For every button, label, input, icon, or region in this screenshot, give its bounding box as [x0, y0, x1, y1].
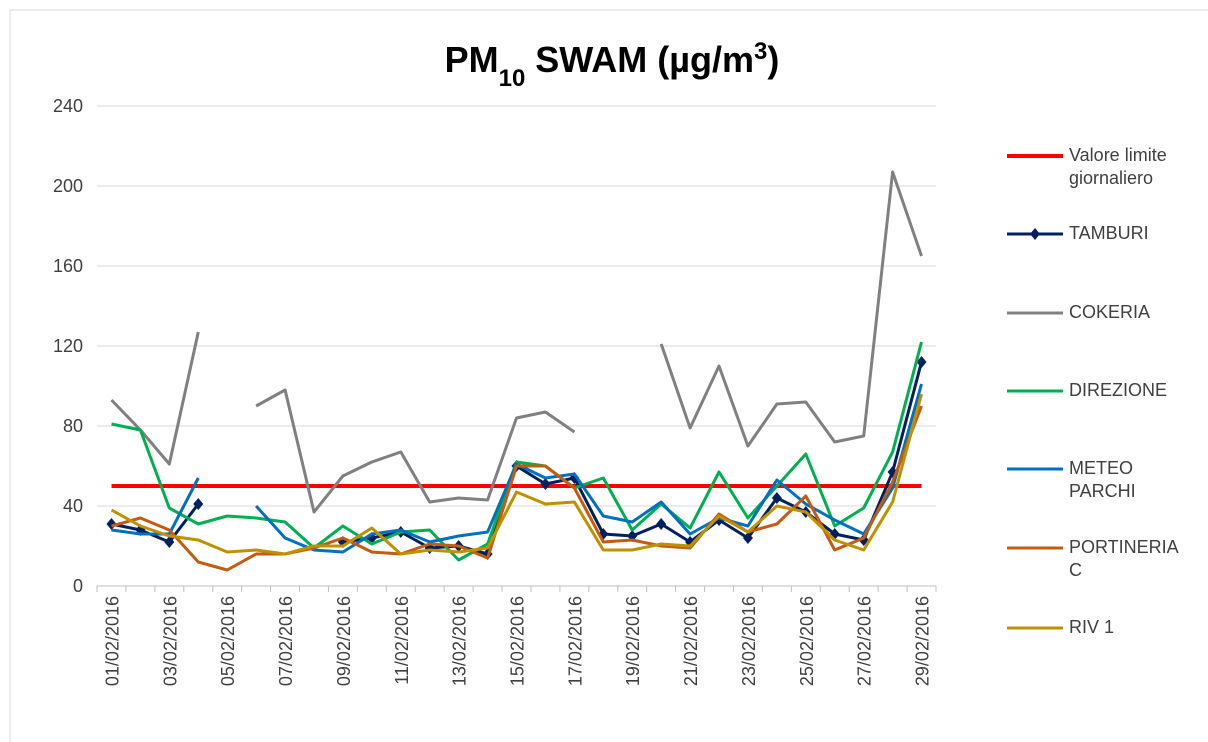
legend-label: METEO PARCHI [1069, 458, 1136, 501]
legend-swatch [1007, 546, 1063, 550]
y-tick-label: 240 [53, 96, 83, 116]
legend-swatch [1007, 311, 1063, 315]
legend-label: COKERIA [1069, 302, 1151, 322]
legend-label: RIV 1 [1069, 617, 1115, 637]
series-line [111, 405, 923, 572]
point-marker [656, 518, 667, 530]
legend-item: Valore limite giornaliero [1005, 144, 1194, 190]
point-marker [771, 492, 782, 504]
x-tick-label: 17/02/2016 [565, 596, 585, 686]
legend-item: RIV 1 [1005, 616, 1194, 639]
x-tick-label: 05/02/2016 [218, 596, 238, 686]
title-part: ) [767, 39, 779, 80]
legend-item: PORTINERIA C [1005, 536, 1194, 582]
legend-swatch [1007, 467, 1063, 471]
series-line [111, 361, 923, 556]
legend-swatch [1007, 154, 1063, 158]
y-tick-label: 200 [53, 176, 83, 196]
x-tick-label: 21/02/2016 [681, 596, 701, 686]
legend-item: DIREZIONE [1005, 379, 1194, 402]
point-marker [916, 356, 927, 368]
x-tick-label: 09/02/2016 [334, 596, 354, 686]
point-marker [164, 536, 175, 548]
legend-swatch [1007, 228, 1063, 240]
point-marker [106, 518, 117, 530]
x-tick-label: 29/02/2016 [913, 596, 933, 686]
x-tick-label: 03/02/2016 [160, 596, 180, 686]
legend-item: TAMBURI [1005, 222, 1194, 245]
legend-label: DIREZIONE [1069, 380, 1168, 400]
y-tick-label: 160 [53, 256, 83, 276]
x-tick-label: 25/02/2016 [797, 596, 817, 686]
legend-swatch [1007, 626, 1063, 630]
x-tick-label: 01/02/2016 [102, 596, 122, 686]
series-line [110, 393, 923, 556]
point-marker [193, 498, 204, 510]
x-tick-label: 07/02/2016 [276, 596, 296, 686]
title-part: PM [445, 39, 499, 80]
legend-label: Valore limite giornaliero [1069, 145, 1167, 188]
legend-swatch [1007, 389, 1063, 393]
title-part: 10 [499, 65, 526, 92]
x-tick-label: 19/02/2016 [623, 596, 643, 686]
title-part: SWAM (µg/m [525, 39, 754, 80]
x-tick-label: 27/02/2016 [855, 596, 875, 686]
legend-label: PORTINERIA C [1069, 537, 1178, 580]
y-tick-label: 80 [63, 416, 83, 436]
x-tick-label: 13/02/2016 [450, 596, 470, 686]
legend-label: TAMBURI [1069, 223, 1149, 243]
legend-item: METEO PARCHI [1005, 457, 1194, 503]
legend-marker [1030, 228, 1040, 240]
chart-title: PM10 SWAM (µg/m3) [445, 38, 780, 92]
series-line [111, 341, 923, 562]
y-tick-label: 120 [53, 336, 83, 356]
point-marker [742, 532, 753, 544]
x-tick-label: 15/02/2016 [508, 596, 528, 686]
chart-frame [9, 9, 1208, 742]
y-tick-label: 0 [73, 576, 83, 596]
title-part: 3 [754, 38, 767, 65]
x-tick-label: 11/02/2016 [392, 596, 412, 685]
y-tick-label: 40 [63, 496, 83, 516]
legend-item: COKERIA [1005, 301, 1194, 324]
x-tick-label: 23/02/2016 [739, 596, 759, 686]
series-line [110, 170, 923, 514]
point-marker [540, 478, 551, 490]
